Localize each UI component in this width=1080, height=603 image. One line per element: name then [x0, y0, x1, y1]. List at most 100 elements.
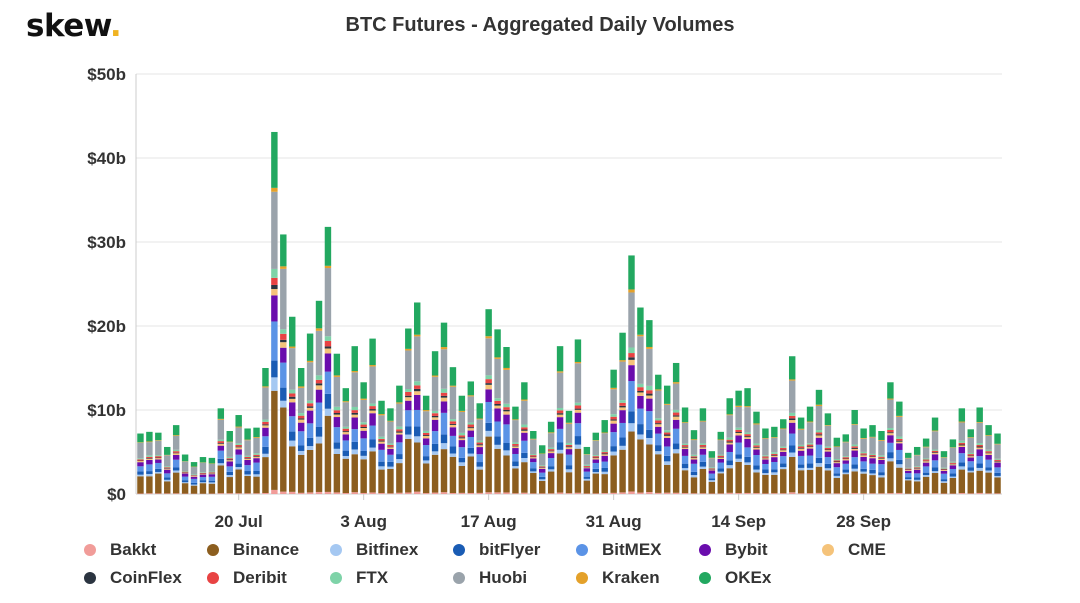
bar-segment-bitflyer: [771, 469, 778, 473]
bar-segment-cme: [851, 448, 858, 451]
bar-segment-bybit: [762, 459, 769, 464]
bar-segment-deribit: [405, 391, 412, 396]
bar-segment-deribit: [226, 458, 233, 460]
bar-segment-huobi: [815, 406, 823, 431]
bar-segment-bitfinex: [547, 469, 555, 472]
bar-segment-bakkt: [449, 493, 457, 494]
bar-segment-bitfinex: [164, 479, 171, 482]
bar-segment-huobi: [833, 447, 841, 460]
bar-segment-ftx: [521, 424, 528, 428]
legend-item-binance[interactable]: Binance: [207, 540, 299, 560]
bar-segment-cme: [753, 447, 760, 450]
bar-segment-binance: [289, 446, 296, 492]
bar-segment-binance: [226, 477, 233, 494]
bar-segment-bitmex: [896, 449, 903, 460]
bar-segment-deribit: [235, 444, 242, 447]
bar-segment-coinflex: [976, 446, 983, 448]
legend-label: Bybit: [725, 540, 768, 559]
bar-segment-deribit: [681, 445, 689, 447]
bar-segment-huobi: [494, 358, 501, 399]
bar-segment-bakkt: [887, 493, 894, 494]
bar-segment-ftx: [744, 432, 751, 435]
bar-segment-bakkt: [494, 492, 501, 494]
bar-segment-bakkt: [681, 493, 689, 494]
bar-segment-kraken: [414, 334, 421, 337]
bar-segment-bybit: [574, 412, 582, 424]
bar-segment-bitfinex: [422, 460, 430, 464]
bar-segment-ftx: [833, 459, 841, 461]
bar-segment-ftx: [976, 443, 983, 445]
legend-swatch-bitfinex: [330, 544, 342, 556]
legend-item-bitfinex[interactable]: Bitfinex: [330, 540, 418, 560]
legend-item-okex[interactable]: OKEx: [699, 568, 771, 588]
bar-segment-coinflex: [663, 434, 671, 436]
bar-segment-bitmex: [280, 362, 287, 388]
bar-segment-bitmex: [851, 457, 858, 465]
bar-segment-cme: [244, 458, 251, 460]
bar-segment-bitmex: [190, 478, 198, 483]
bar-segment-kraken: [351, 371, 358, 373]
legend-item-deribit[interactable]: Deribit: [207, 568, 287, 588]
legend-swatch-bybit: [699, 544, 711, 556]
legend-item-bakkt[interactable]: Bakkt: [84, 540, 156, 560]
legend-item-bybit[interactable]: Bybit: [699, 540, 768, 560]
bar-segment-bakkt: [958, 493, 966, 494]
bar-segment-bakkt: [583, 493, 591, 494]
bar-segment-bybit: [913, 469, 921, 474]
bar-segment-huobi: [351, 372, 358, 407]
legend-item-bitflyer[interactable]: bitFlyer: [453, 540, 540, 560]
legend-swatch-okex: [699, 572, 711, 584]
y-tick-label: $20b: [87, 317, 126, 336]
bar-segment-bitmex: [164, 473, 171, 478]
bar-segment-kraken: [931, 430, 939, 432]
bar-segment-binance: [958, 469, 966, 494]
legend-item-bitmex[interactable]: BitMEX: [576, 540, 662, 560]
bar-segment-huobi: [976, 422, 983, 444]
bar-segment-cme: [601, 454, 608, 456]
bar-segment-deribit: [717, 455, 724, 458]
bar-segment-cme: [788, 420, 796, 423]
bar-segment-bybit: [967, 457, 974, 462]
bar-segment-ftx: [181, 471, 189, 472]
bar-segment-ftx: [842, 456, 849, 458]
bar-segment-cme: [610, 420, 617, 424]
bar-segment-kraken: [172, 435, 180, 436]
bar-segment-binance: [574, 448, 582, 493]
bar-segment-binance: [199, 483, 207, 494]
bar-segment-bitmex: [976, 456, 983, 464]
bar-segment-deribit: [592, 456, 599, 458]
bar-segment-binance: [396, 463, 403, 493]
bar-segment-coinflex: [788, 418, 796, 421]
bar-segment-binance: [646, 444, 653, 493]
bar-segment-binance: [985, 472, 992, 494]
bar-segment-cme: [485, 384, 492, 390]
bar-segment-ftx: [155, 455, 162, 457]
bar-segment-bybit: [922, 462, 930, 467]
bar-segment-binance: [815, 466, 823, 493]
bar-segment-bitfinex: [333, 448, 341, 455]
bar-segment-binance: [315, 443, 323, 492]
bar-segment-bybit: [280, 347, 287, 363]
legend-item-huobi[interactable]: Huobi: [453, 568, 527, 588]
legend-item-cme[interactable]: CME: [822, 540, 886, 560]
bar-segment-okex: [414, 302, 421, 335]
bar-segment-okex: [342, 388, 350, 402]
bar-segment-bybit: [253, 458, 260, 463]
legend-item-coinflex[interactable]: CoinFlex: [84, 568, 182, 588]
legend-item-kraken[interactable]: Kraken: [576, 568, 660, 588]
bar-segment-bakkt: [476, 492, 483, 494]
bar-segment-ftx: [208, 471, 216, 473]
bar-segment-cme: [771, 455, 778, 458]
bar-segment-bitflyer: [458, 457, 466, 463]
y-tick-label: $30b: [87, 233, 126, 252]
legend-item-ftx[interactable]: FTX: [330, 568, 388, 588]
bar-segment-kraken: [601, 432, 608, 434]
bar-segment-okex: [762, 428, 769, 439]
bar-segment-ftx: [708, 467, 716, 469]
bar-segment-bitfinex: [610, 451, 617, 456]
bar-segment-okex: [601, 420, 608, 433]
bar-segment-bybit: [842, 460, 849, 464]
bar-segment-cme: [369, 410, 376, 414]
bar-segment-bakkt: [860, 493, 867, 494]
bar-segment-deribit: [244, 456, 251, 459]
